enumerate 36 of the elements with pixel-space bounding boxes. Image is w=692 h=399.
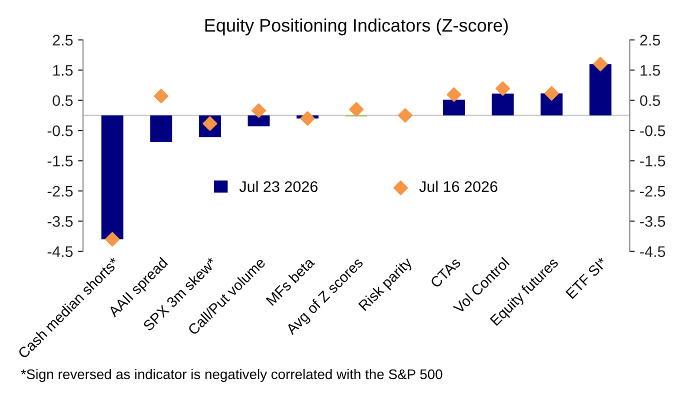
point bbox=[300, 111, 315, 126]
y-tick-label: -1.5 bbox=[48, 156, 73, 166]
y-tick-label: 2.5 bbox=[52, 34, 73, 46]
y2-tick-label: -2.5 bbox=[640, 186, 666, 197]
bar bbox=[150, 115, 172, 142]
point bbox=[105, 232, 120, 247]
point bbox=[398, 108, 412, 123]
chart-title: Equity Positioning Indicators (Z-score) bbox=[205, 18, 508, 36]
legend-label: Jul 16 2026 bbox=[419, 180, 498, 192]
y2-tick-label: -4.5 bbox=[640, 246, 666, 258]
point bbox=[446, 87, 462, 102]
point bbox=[154, 88, 168, 104]
point bbox=[593, 56, 608, 72]
y2-tick-label: 0.5 bbox=[640, 95, 660, 106]
y2-tick-label: -0.5 bbox=[640, 125, 666, 136]
y-tick-label: -4.5 bbox=[48, 246, 73, 258]
y-tick-label: 0.5 bbox=[52, 95, 73, 106]
bar bbox=[248, 115, 270, 126]
y-tick-label: -2.5 bbox=[48, 186, 73, 197]
y-tick-label: -0.5 bbox=[48, 125, 73, 136]
y2-tick-label: 1.5 bbox=[640, 65, 660, 76]
y2-tick-label: 2.5 bbox=[640, 34, 660, 46]
legend-label: Jul 23 2026 bbox=[239, 180, 318, 192]
point bbox=[251, 103, 266, 118]
point bbox=[544, 86, 559, 101]
y-tick-label: 1.5 bbox=[53, 65, 73, 76]
bar bbox=[101, 115, 124, 240]
point bbox=[496, 81, 510, 96]
bar bbox=[589, 64, 612, 116]
point bbox=[349, 102, 364, 117]
text: *Sign reversed as indicator is negatively correlated with the S&P 500 bbox=[20, 368, 442, 382]
bar bbox=[443, 100, 465, 116]
y2-tick-label: -1.5 bbox=[640, 156, 666, 166]
bar bbox=[492, 94, 514, 116]
y2-tick-label: -3.5 bbox=[640, 216, 666, 227]
y-tick-label: -3.5 bbox=[48, 216, 73, 227]
